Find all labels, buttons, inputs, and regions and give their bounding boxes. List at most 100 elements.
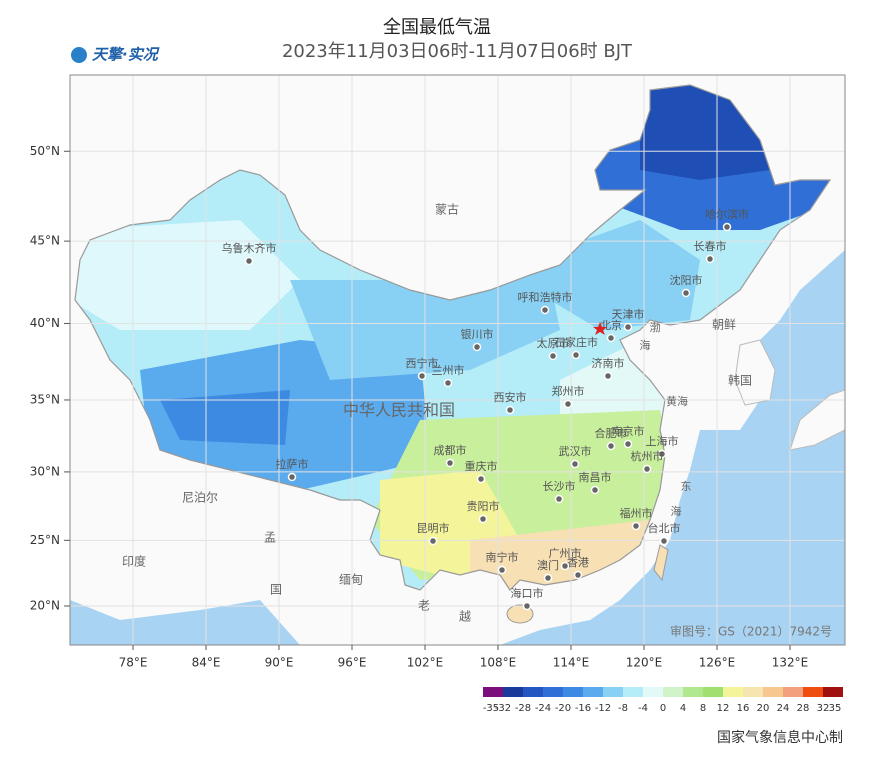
subtitle: 2023年11月03日06时-11月07日06时 BJT xyxy=(282,41,633,62)
city-dot xyxy=(623,322,633,332)
legend: -35-32 -28 -24 -20 -16 -12 -8 -4 0 4 8 12 16 20 24 28 32… xyxy=(483,687,843,714)
city-label: 济南市 xyxy=(592,356,625,370)
city-label: 西宁市 xyxy=(406,356,439,370)
lat-tick-label: 30°N xyxy=(30,464,60,478)
city-label: 银川市 xyxy=(461,327,494,341)
lat-tick-label: 35°N xyxy=(30,392,60,406)
city-dot xyxy=(505,405,515,415)
lon-tick-label: 96°E xyxy=(338,656,367,670)
lat-tick-label: 40°N xyxy=(30,316,60,330)
bay xyxy=(70,600,300,645)
place-label: 蒙古 xyxy=(435,202,459,217)
city-dot xyxy=(705,254,715,264)
city-dot xyxy=(563,399,573,409)
legend-swatch xyxy=(663,687,683,697)
city-label: 武汉市 xyxy=(559,444,592,458)
axes: 78°E 84°E 90°E 96°E 102°E 108°E 114°E 120°E 126°… xyxy=(30,144,809,670)
legend-swatch xyxy=(583,687,603,697)
place-label: 黄海 xyxy=(666,394,688,408)
place-label: 海 xyxy=(640,338,651,352)
city-dot xyxy=(478,514,488,524)
graticule xyxy=(70,75,845,645)
place-label: 海 xyxy=(671,504,682,518)
place-label: 韩国 xyxy=(728,373,752,388)
city-dot xyxy=(472,342,482,352)
city-dot xyxy=(522,601,532,611)
lon-tick-label: 78°E xyxy=(119,656,148,670)
city-label: 长沙市 xyxy=(543,479,576,493)
city-label: 上海市 xyxy=(646,434,679,448)
city-dot xyxy=(606,333,616,343)
place-label: 中华人民共和国 xyxy=(343,401,455,420)
review-number: 审图号：GS（2021）7942号 xyxy=(670,624,832,639)
lon-tick-label: 90°E xyxy=(265,656,294,670)
legend-label: 16 xyxy=(737,703,750,714)
city-label: 成都市 xyxy=(434,443,467,457)
city-label: 太原市 xyxy=(537,336,570,350)
city-dot xyxy=(642,464,652,474)
city-label: 石家庄市 xyxy=(554,335,598,349)
legend-swatch xyxy=(503,687,523,697)
lon-tick-label: 132°E xyxy=(772,656,809,670)
city-label: 哈尔滨市 xyxy=(705,207,749,221)
legend-swatch xyxy=(683,687,703,697)
legend-label: -35 xyxy=(483,703,499,714)
lat-tick-label: 45°N xyxy=(30,234,60,248)
legend-label: 12 xyxy=(717,703,730,714)
logo-icon xyxy=(71,47,87,63)
city-label: 拉萨市 xyxy=(276,457,309,471)
city-label: 兰州市 xyxy=(432,363,465,377)
place-label: 国 xyxy=(270,583,282,597)
city-label: 海口市 xyxy=(511,586,544,600)
city-dot xyxy=(657,449,667,459)
place-label: 尼泊尔 xyxy=(182,490,218,505)
city-label: 合肥市 xyxy=(595,426,628,440)
city-label: 呼和浩特市 xyxy=(518,290,573,304)
city-label: 南宁市 xyxy=(486,550,519,564)
city-dot xyxy=(560,561,570,571)
city-label: 贵阳市 xyxy=(467,499,500,513)
legend-swatch xyxy=(823,687,843,697)
city-dot xyxy=(443,378,453,388)
logo-text: 天擎·实况 xyxy=(92,46,160,64)
lon-tick-label: 114°E xyxy=(553,656,590,670)
city-label: 西安市 xyxy=(494,390,527,404)
city-label: 香港 xyxy=(567,556,589,569)
place-label: 渤 xyxy=(650,321,661,334)
city-dot xyxy=(606,441,616,451)
legend-swatch xyxy=(643,687,663,697)
place-label: 老 xyxy=(418,599,430,613)
city-dot xyxy=(573,570,583,580)
legend-label: -20 xyxy=(555,703,571,714)
legend-label: -28 xyxy=(515,703,531,714)
legend-label: 20 xyxy=(757,703,770,714)
city-label: 澳门 xyxy=(537,558,559,572)
city-dot xyxy=(428,536,438,546)
city-dot xyxy=(287,472,297,482)
legend-label: 35 xyxy=(829,703,842,714)
city-label: 乌鲁木齐市 xyxy=(222,241,277,255)
lon-tick-label: 84°E xyxy=(192,656,221,670)
legend-swatch xyxy=(523,687,543,697)
lon-tick-label: 120°E xyxy=(626,656,663,670)
city-dot xyxy=(623,439,633,449)
legend-label: 28 xyxy=(797,703,810,714)
legend-label: 24 xyxy=(777,703,790,714)
city-dot xyxy=(417,371,427,381)
legend-swatch xyxy=(703,687,723,697)
city-label: 福州市 xyxy=(620,506,653,520)
legend-label: -8 xyxy=(618,703,628,714)
city-label: 北京 xyxy=(600,318,622,332)
city-label: 广州市 xyxy=(549,546,582,560)
legend-label: -4 xyxy=(638,703,648,714)
city-dot xyxy=(570,459,580,469)
capital-star xyxy=(593,322,607,335)
legend-swatch xyxy=(723,687,743,697)
city-dot xyxy=(540,305,550,315)
city-label: 郑州市 xyxy=(552,384,585,398)
legend-swatch xyxy=(803,687,823,697)
